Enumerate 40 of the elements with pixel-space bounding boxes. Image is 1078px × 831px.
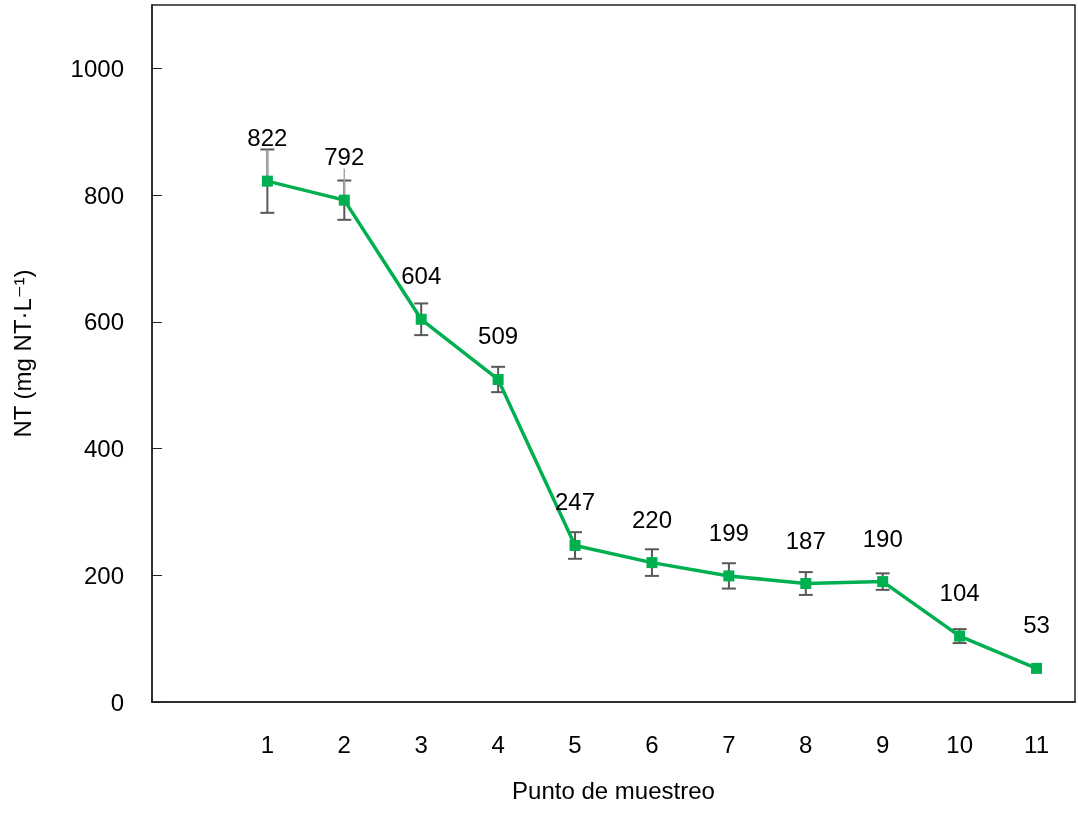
data-label: 199 [708, 518, 749, 546]
x-tick-label: 8 [799, 730, 813, 758]
x-tick-label: 11 [1024, 730, 1049, 758]
point [877, 576, 889, 588]
point [723, 570, 735, 582]
data-label: 247 [555, 488, 596, 516]
point [1031, 662, 1043, 674]
x-tick-label: 6 [645, 730, 659, 758]
y-tick-label: 200 [83, 561, 124, 589]
y-axis-title: NT (mg NT·L⁻¹) [8, 269, 36, 438]
data-label: 509 [478, 322, 519, 350]
y-tick-label: 600 [83, 308, 124, 336]
x-tick-label: 2 [337, 730, 351, 758]
x-axis-title: Punto de muestreo [512, 776, 715, 804]
x-tick-label: 9 [876, 730, 890, 758]
point [261, 175, 273, 187]
x-tick-label: 10 [946, 730, 973, 758]
data-label: 604 [401, 262, 442, 290]
x-tick-label: 7 [722, 730, 736, 758]
point [646, 557, 658, 569]
y-tick-label: 0 [110, 688, 124, 716]
data-label: 53 [1023, 611, 1050, 639]
data-label: 187 [785, 526, 826, 554]
x-tick-label: 4 [491, 730, 505, 758]
data-label: 822 [247, 124, 288, 152]
data-label: 792 [324, 143, 365, 171]
x-tick-label: 1 [260, 730, 275, 758]
point [415, 313, 427, 325]
data-label: 104 [939, 579, 980, 607]
y-tick-label: 1000 [70, 54, 124, 82]
x-tick-label: 3 [414, 730, 428, 758]
point [800, 578, 812, 590]
point [492, 373, 504, 385]
y-tick-label: 800 [83, 181, 124, 209]
point [338, 194, 350, 206]
data-label: 190 [862, 524, 903, 552]
y-tick-label: 400 [83, 435, 124, 463]
point [569, 539, 581, 551]
x-tick-label: 5 [568, 730, 582, 758]
data-label: 220 [631, 505, 672, 533]
